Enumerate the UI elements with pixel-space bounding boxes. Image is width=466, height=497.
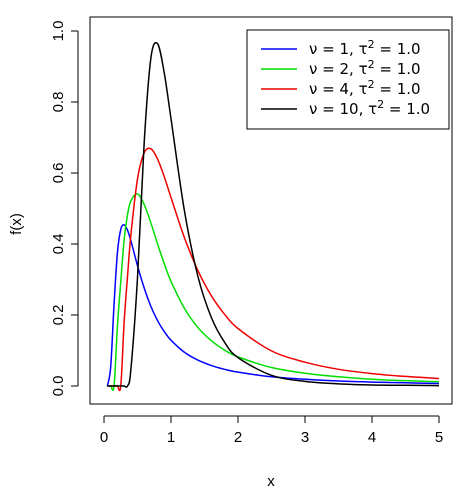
- x-tick-label-4: 4: [368, 429, 376, 446]
- x-axis: 0 1 2 3 4 5: [100, 415, 443, 446]
- x-tick-label-1: 1: [167, 429, 175, 446]
- y-tick-label-0.6: 0.6: [50, 163, 67, 184]
- plot-border: [89, 16, 453, 405]
- series-line-nu-1: [106, 224, 440, 387]
- y-tick-label-0.2: 0.2: [50, 305, 67, 326]
- x-tick-label-3: 3: [301, 429, 309, 446]
- legend-box: [246, 29, 450, 130]
- legend-label-nu-1: ν = 1, τ2 = 1.0: [309, 38, 421, 58]
- series-line-nu-10: [107, 41, 440, 388]
- x-tick-label-2: 2: [234, 429, 242, 446]
- y-tick-label-0.8: 0.8: [50, 92, 67, 113]
- plot-frame: [89, 16, 453, 405]
- legend: ν = 1, τ2 = 1.0ν = 2, τ2 = 1.0ν = 4, τ2 …: [246, 29, 450, 130]
- series-lines: [106, 41, 440, 392]
- legend-label-nu-4: ν = 4, τ2 = 1.0: [309, 78, 421, 98]
- y-axis: 0.0 0.2 0.4 0.6 0.8 1.0: [50, 21, 79, 397]
- legend-label-nu-10: ν = 10, τ2 = 1.0: [309, 98, 430, 118]
- x-tick-label-0: 0: [100, 429, 108, 446]
- legend-label-nu-2: ν = 2, τ2 = 1.0: [309, 58, 421, 78]
- y-tick-label-1.0: 1.0: [50, 21, 67, 42]
- y-axis-title: f(x): [8, 213, 25, 235]
- x-axis-title: x: [267, 473, 275, 490]
- x-tick-label-5: 5: [435, 429, 443, 446]
- series-line-nu-4: [107, 147, 440, 392]
- y-tick-label-0.4: 0.4: [50, 234, 67, 255]
- y-tick-label-0.0: 0.0: [50, 376, 67, 397]
- series-line-nu-2: [107, 193, 440, 392]
